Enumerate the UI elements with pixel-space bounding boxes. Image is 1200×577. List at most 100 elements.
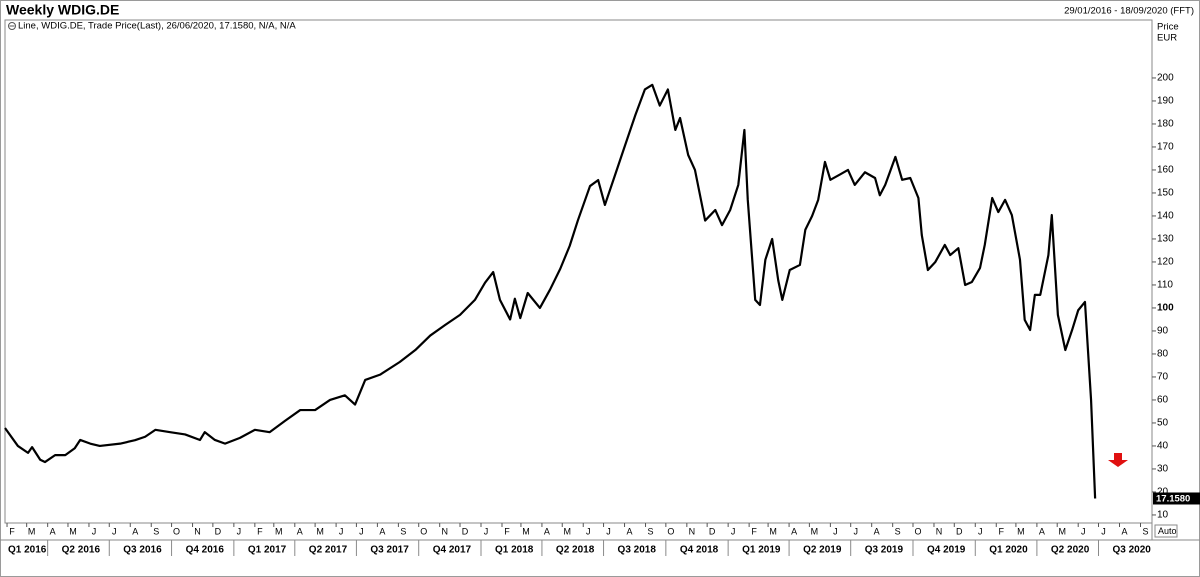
x-tick-label: D	[709, 526, 716, 536]
x-tick-label: S	[648, 526, 654, 536]
legend-entry: Line, WDIG.DE, Trade Price(Last), 26/06/…	[18, 21, 296, 32]
quarter-label: Q4 2017	[433, 545, 472, 556]
x-tick-label: J	[237, 526, 242, 536]
x-tick-label: A	[874, 526, 880, 536]
x-tick-label: A	[379, 526, 385, 536]
y-tick-label: 50	[1157, 418, 1169, 429]
x-tick-label: F	[999, 526, 1005, 536]
quarter-label: Q4 2016	[186, 545, 225, 556]
quarter-label: Q3 2019	[865, 545, 904, 556]
x-tick-label: A	[50, 526, 56, 536]
quarter-label: Q2 2017	[309, 545, 348, 556]
y-tick-label: 30	[1157, 464, 1169, 475]
x-tick-label: A	[1121, 526, 1127, 536]
x-tick-label: J	[92, 526, 97, 536]
y-tick-label: 170	[1157, 142, 1174, 153]
quarter-label: Q3 2018	[618, 545, 657, 556]
y-tick-label: 90	[1157, 326, 1169, 337]
quarter-label: Q2 2020	[1051, 545, 1090, 556]
y-tick-label: 120	[1157, 257, 1174, 268]
x-tick-label: D	[462, 526, 469, 536]
x-tick-label: S	[895, 526, 901, 536]
y-tick-label: 100	[1157, 303, 1174, 314]
quarter-label: Q2 2018	[556, 545, 595, 556]
x-tick-label: J	[112, 526, 117, 536]
x-tick-label: M	[69, 526, 77, 536]
y-tick-label: 190	[1157, 96, 1174, 107]
x-tick-label: J	[359, 526, 364, 536]
down-arrow-icon	[1108, 453, 1128, 467]
y-tick-label: 110	[1157, 280, 1173, 291]
y-axis-unit: EUR	[1157, 33, 1177, 44]
x-tick-label: M	[28, 526, 36, 536]
x-tick-label: J	[484, 526, 489, 536]
quarter-label: Q3 2017	[370, 545, 409, 556]
x-tick-label: N	[441, 526, 448, 536]
x-tick-label: N	[936, 526, 943, 536]
x-tick-label: J	[1101, 526, 1106, 536]
x-tick-label: J	[853, 526, 858, 536]
y-tick-label: 150	[1157, 188, 1174, 199]
x-tick-label: J	[606, 526, 611, 536]
x-tick-label: J	[339, 526, 344, 536]
x-tick-label: F	[9, 526, 15, 536]
y-tick-label: 20	[1157, 487, 1169, 498]
quarter-label: Q4 2018	[680, 545, 719, 556]
y-axis-title: Price	[1157, 22, 1179, 33]
x-tick-label: A	[132, 526, 138, 536]
x-tick-label: M	[316, 526, 324, 536]
quarter-label: Q2 2019	[803, 545, 842, 556]
y-tick-label: 80	[1157, 349, 1169, 360]
x-tick-label: F	[751, 526, 757, 536]
last-value-label: 17.1580	[1156, 494, 1190, 505]
x-tick-label: A	[627, 526, 633, 536]
x-tick-label: O	[914, 526, 921, 536]
x-tick-label: D	[215, 526, 222, 536]
y-tick-label: 40	[1157, 441, 1169, 452]
x-tick-label: A	[1039, 526, 1045, 536]
x-tick-label: A	[297, 526, 303, 536]
quarter-label: Q1 2016	[8, 545, 47, 556]
quarter-label: Q4 2019	[927, 545, 966, 556]
x-tick-label: M	[563, 526, 571, 536]
x-tick-label: N	[194, 526, 201, 536]
x-tick-label: A	[544, 526, 550, 536]
x-tick-label: J	[1081, 526, 1086, 536]
x-tick-label: D	[956, 526, 963, 536]
x-tick-label: M	[769, 526, 777, 536]
x-tick-label: J	[978, 526, 983, 536]
quarter-label: Q3 2016	[123, 545, 162, 556]
x-tick-label: M	[275, 526, 283, 536]
x-tick-label: O	[173, 526, 180, 536]
y-tick-label: 130	[1157, 234, 1174, 245]
quarter-label: Q2 2016	[62, 545, 101, 556]
quarter-label: Q1 2018	[495, 545, 534, 556]
scale-mode[interactable]: Auto	[1158, 526, 1177, 536]
x-tick-label: O	[420, 526, 427, 536]
quarter-label: Q1 2017	[248, 545, 287, 556]
date-range: 29/01/2016 - 18/09/2020 (FFT)	[1064, 6, 1194, 17]
x-tick-label: F	[257, 526, 263, 536]
x-tick-label: M	[522, 526, 530, 536]
x-tick-label: M	[811, 526, 819, 536]
y-tick-label: 70	[1157, 372, 1169, 383]
quarter-label: Q3 2020	[1113, 545, 1152, 556]
y-tick-label: 200	[1157, 73, 1174, 84]
x-tick-label: N	[689, 526, 696, 536]
y-tick-label: 140	[1157, 211, 1174, 222]
y-tick-label: 10	[1157, 510, 1169, 521]
quarter-label: Q1 2019	[742, 545, 781, 556]
y-tick-label: 60	[1157, 395, 1169, 406]
scale-mode-button[interactable]	[1154, 524, 1178, 538]
x-tick-label: M	[1017, 526, 1025, 536]
x-tick-label: J	[731, 526, 736, 536]
x-tick-label: M	[1058, 526, 1066, 536]
x-tick-label: S	[1142, 526, 1148, 536]
x-tick-label: A	[791, 526, 797, 536]
x-tick-label: S	[400, 526, 406, 536]
price-line	[4, 83, 1097, 499]
chart-title: Weekly WDIG.DE	[6, 2, 119, 18]
y-tick-label: 180	[1157, 119, 1174, 130]
